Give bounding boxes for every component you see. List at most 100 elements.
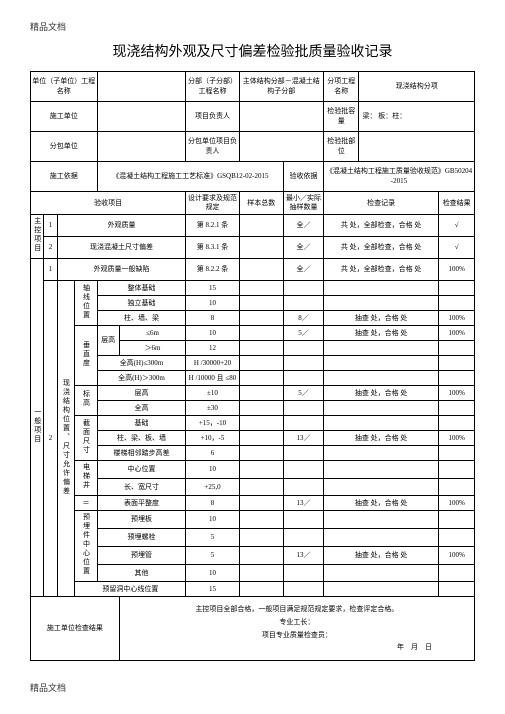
hdr-batch-part: 检验批部位 bbox=[323, 132, 359, 162]
emb2-spec: 5 bbox=[186, 529, 239, 547]
vert4-name: 全高(H)＞300m bbox=[97, 371, 186, 386]
emb3-record: 抽查 处，合格 处 bbox=[323, 546, 438, 564]
surface-record: 抽查 处，合格 处 bbox=[323, 496, 438, 511]
vert-pre: 层高 bbox=[97, 326, 119, 356]
axis3-record: 抽查 处，合格 处 bbox=[323, 311, 438, 326]
axis-label: 轴线位置 bbox=[75, 281, 97, 326]
hdr-capacity: 检验批容量 bbox=[323, 102, 359, 132]
footer-date: 年 月 日 bbox=[122, 641, 472, 654]
hdr-construction-basis: 施工依据 bbox=[31, 162, 98, 192]
footer-line3: 项目专业质量检查员： bbox=[122, 629, 472, 642]
hdr-item-project-val: 现浇结构分项 bbox=[359, 72, 475, 102]
e22-name: 长、宽尺寸 bbox=[97, 478, 186, 496]
vert-label: 垂直度 bbox=[75, 326, 97, 386]
hdr-acceptance-basis: 验收依据 bbox=[284, 162, 324, 192]
section-main: 主控项目 bbox=[31, 215, 44, 259]
col-item: 验收项目 bbox=[31, 192, 186, 215]
surface-label: ＝ bbox=[75, 496, 97, 511]
axis3-name: 柱、墙、梁 bbox=[97, 311, 186, 326]
col-record: 检查记录 bbox=[323, 192, 438, 215]
vert1-result: 100% bbox=[439, 326, 475, 341]
sec3-spec: 6 bbox=[186, 446, 239, 461]
hdr-subcontract: 分包单位 bbox=[31, 132, 98, 162]
elev2-spec: ±30 bbox=[186, 401, 239, 416]
hdr-construction-unit-val bbox=[97, 102, 186, 132]
main2-name: 现浇混凝土尺寸偏差 bbox=[57, 237, 186, 259]
emb4-spec: 10 bbox=[186, 564, 239, 582]
elev1-record: 抽查 处，合格 处 bbox=[323, 386, 438, 401]
axis2-name: 独立基础 bbox=[97, 296, 186, 311]
gen1-spec: 第 8.2.2 条 bbox=[186, 259, 239, 281]
emb3-spec: 5 bbox=[186, 546, 239, 564]
hole-spec: 15 bbox=[186, 582, 239, 597]
hdr-subcontract-mgr: 分包单位项目负责人 bbox=[186, 132, 239, 162]
watermark-top: 精品文档 bbox=[30, 20, 475, 33]
hdr-project-manager: 项目负责人 bbox=[186, 102, 239, 132]
elev-label: 标高 bbox=[75, 386, 97, 416]
section-label: 截面尺寸 bbox=[75, 416, 97, 461]
emb3-result: 100% bbox=[439, 546, 475, 564]
hdr-capacity-val: 梁： 板：柱： bbox=[359, 102, 475, 132]
footer-content: 主控项目全部合格，一般项目满足规范规定要求，检查评定合格。 专业工长： 项目专业… bbox=[119, 597, 474, 660]
vert1-min: 5／ bbox=[284, 326, 324, 341]
sec3-name: 楼梯相邻踏步高差 bbox=[97, 446, 186, 461]
axis3-result: 100% bbox=[439, 311, 475, 326]
elev1-min: 5／ bbox=[284, 386, 324, 401]
outer-label: 现浇结构位置、尺寸允许偏差 bbox=[57, 281, 75, 597]
footer-line1: 主控项目全部合格，一般项目满足规范规定要求，检查评定合格。 bbox=[122, 603, 472, 616]
emb4-name: 其他 bbox=[97, 564, 186, 582]
emb3-min: 13／ bbox=[284, 546, 324, 564]
main1-record: 共 处，全部检查，合格 处 bbox=[323, 215, 438, 237]
hdr-unit-project: 单位（子单位）工程名称 bbox=[31, 72, 98, 102]
footer-label: 施工单位检查结果 bbox=[31, 597, 120, 660]
emb1-name: 预埋板 bbox=[97, 511, 186, 529]
hdr-subcontract-mgr-val bbox=[239, 132, 323, 162]
sec1-spec: +15，-10 bbox=[186, 416, 239, 431]
elev2-label: 电梯井 bbox=[75, 461, 97, 496]
gen1-no: 1 bbox=[44, 259, 57, 281]
col-design: 设计要求及规范规定 bbox=[186, 192, 239, 215]
hdr-project-manager-val bbox=[239, 102, 323, 132]
e22-spec: +25,0 bbox=[186, 478, 239, 496]
vert1-spec: 10 bbox=[186, 326, 239, 341]
elev2-name: 全高 bbox=[97, 401, 186, 416]
hdr-construction-unit: 施工单位 bbox=[31, 102, 98, 132]
section-general: 一般项目 bbox=[31, 259, 44, 597]
emb3-name: 预埋管 bbox=[97, 546, 186, 564]
main2-spec: 第 8.3.1 条 bbox=[186, 237, 239, 259]
hdr-sub-project: 分部（子分部）工程名称 bbox=[186, 72, 239, 102]
elev1-name: 层高 bbox=[97, 386, 186, 401]
watermark-bottom: 精品文档 bbox=[30, 681, 475, 694]
vert2-spec: 12 bbox=[186, 341, 239, 356]
surface-spec: 8 bbox=[186, 496, 239, 511]
axis3-min: 8／ bbox=[284, 311, 324, 326]
axis2-spec: 10 bbox=[186, 296, 239, 311]
vert4-spec: H /10000 且 ≤80 bbox=[186, 371, 239, 386]
main1-sample bbox=[239, 215, 283, 237]
hdr-batch-part-val bbox=[359, 132, 475, 162]
e21-spec: 10 bbox=[186, 461, 239, 479]
embed-label: 预埋件中心位置 bbox=[75, 511, 97, 582]
col-sample: 样本总数 bbox=[239, 192, 283, 215]
emb1-spec: 10 bbox=[186, 511, 239, 529]
vert2-name: ＞6m bbox=[119, 341, 186, 356]
main1-min: 全／ bbox=[284, 215, 324, 237]
surface-name: 表面平整度 bbox=[97, 496, 186, 511]
gen1-min: 全／ bbox=[284, 259, 324, 281]
gen1-sample bbox=[239, 259, 283, 281]
sec2-spec: +10，-5 bbox=[186, 431, 239, 446]
surface-min: 13／ bbox=[284, 496, 324, 511]
main1-result: √ bbox=[439, 215, 475, 237]
axis1-name: 整体基础 bbox=[97, 281, 186, 296]
gen1-name: 外观质量一般缺陷 bbox=[57, 259, 186, 281]
axis1-spec: 15 bbox=[186, 281, 239, 296]
page-title: 现浇结构外观及尺寸偏差检验批质量验收记录 bbox=[30, 41, 475, 61]
main-table: 单位（子单位）工程名称 分部（子分部）工程名称 主体结构分部－混凝土结构子分部 … bbox=[30, 71, 475, 661]
axis3-spec: 8 bbox=[186, 311, 239, 326]
hdr-subcontract-val bbox=[97, 132, 186, 162]
main2-record: 共 处，全部检查，合格 处 bbox=[323, 237, 438, 259]
hole-name: 预留洞中心线位置 bbox=[75, 582, 186, 597]
gen1-record: 共 处，全部检查，合格 处 bbox=[323, 259, 438, 281]
gen1-result: 100% bbox=[439, 259, 475, 281]
hdr-acceptance-basis-val: 《混凝土结构工程施工质量验收规范》GB50204-2015 bbox=[323, 162, 474, 192]
